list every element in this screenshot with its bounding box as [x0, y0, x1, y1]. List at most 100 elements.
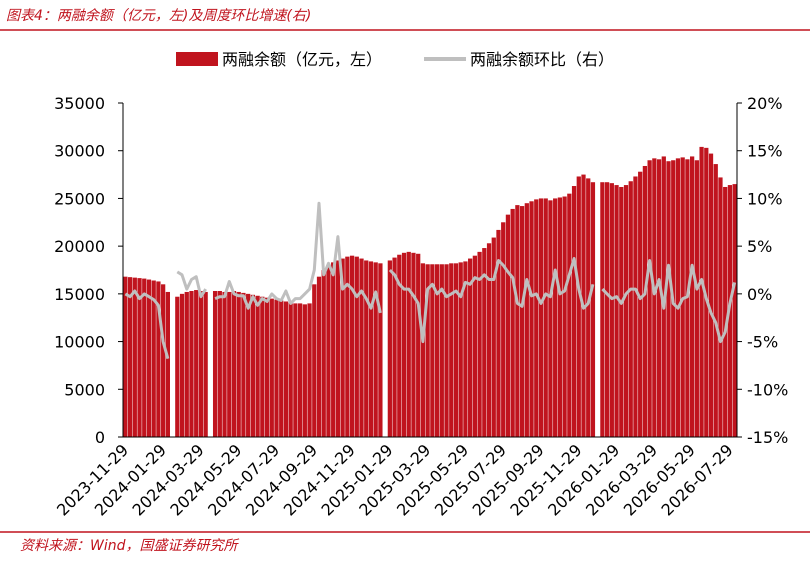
bar: [628, 181, 633, 437]
bar: [505, 214, 511, 437]
bar: [519, 206, 525, 437]
bar: [255, 295, 260, 437]
bar: [349, 255, 355, 437]
bar: [184, 291, 189, 437]
bar: [132, 277, 137, 437]
bar: [222, 291, 227, 437]
bar: [576, 176, 581, 438]
bar: [496, 229, 501, 437]
bar: [203, 291, 208, 437]
bar: [718, 177, 723, 438]
bar: [156, 281, 161, 437]
bar: [340, 258, 345, 437]
bar: [161, 284, 166, 437]
bar: [335, 260, 341, 437]
y2-tick-label: -5%: [747, 333, 778, 352]
bar: [269, 298, 274, 437]
bar: [241, 292, 246, 437]
bar: [279, 300, 284, 437]
bar: [567, 193, 572, 437]
bar: [236, 291, 241, 437]
y-tick-label: 5000: [64, 380, 105, 399]
y-tick-label: 25000: [54, 189, 105, 208]
bar: [231, 290, 237, 437]
y2-tick-label: 20%: [747, 94, 783, 113]
bar: [515, 205, 520, 437]
bar: [586, 178, 591, 438]
bar: [600, 182, 605, 437]
y2-tick-label: 10%: [747, 189, 783, 208]
bar: [472, 255, 477, 437]
bar: [557, 197, 563, 437]
bar: [364, 260, 369, 437]
bar: [250, 294, 256, 437]
y-tick-label: 30000: [54, 142, 105, 161]
bar: [468, 258, 473, 437]
bar: [212, 290, 218, 437]
bar: [458, 262, 463, 437]
bar: [453, 263, 459, 437]
bar: [732, 184, 737, 437]
bar: [217, 290, 222, 437]
bar: [378, 263, 383, 437]
bar: [444, 264, 449, 437]
y-tick-label: 0: [95, 428, 105, 447]
y2-tick-label: 15%: [747, 142, 783, 161]
bar: [562, 196, 567, 437]
bar: [359, 258, 364, 437]
bar: [439, 264, 444, 437]
bar: [307, 303, 312, 437]
bar: [326, 265, 331, 437]
bar: [477, 251, 482, 437]
bar: [510, 208, 515, 437]
y-tick-label: 15000: [54, 285, 105, 304]
bar: [656, 159, 662, 437]
bar: [614, 185, 619, 437]
bar: [146, 279, 152, 437]
bar: [571, 186, 577, 437]
bar: [534, 199, 539, 437]
bar: [165, 291, 170, 437]
bar: [321, 270, 326, 437]
bar: [264, 297, 270, 437]
bar: [723, 186, 728, 437]
bar: [123, 276, 128, 437]
y-tick-label: 20000: [54, 237, 105, 256]
bar: [411, 252, 416, 437]
bar: [387, 260, 392, 437]
bar: [302, 304, 307, 437]
bar: [354, 256, 359, 437]
bar: [368, 261, 374, 437]
bar: [553, 198, 558, 437]
bar: [666, 161, 671, 437]
bar: [175, 296, 180, 437]
bar: [331, 262, 336, 437]
bar: [619, 186, 624, 437]
y2-tick-label: 0%: [747, 285, 772, 304]
line: [124, 201, 737, 360]
bar: [274, 299, 279, 437]
bar: [713, 164, 718, 437]
bar: [590, 182, 596, 437]
chart-title: 图表4：两融余额（亿元，左)及周度环比增速(右): [6, 8, 311, 24]
bar: [392, 257, 397, 437]
bar: [501, 222, 506, 437]
y-tick-label: 35000: [54, 94, 105, 113]
bar: [137, 278, 142, 437]
bar: [538, 198, 544, 437]
bar: [449, 263, 454, 437]
bar: [543, 198, 548, 437]
bar: [345, 256, 350, 437]
bar: [127, 277, 133, 437]
bar: [288, 302, 293, 437]
bar: [297, 303, 303, 437]
bar: [623, 185, 629, 437]
bar: [708, 153, 714, 437]
legend-label: 两融余额环比（右）: [470, 50, 614, 69]
bar: [283, 301, 289, 437]
bar: [260, 296, 265, 437]
bar: [293, 303, 298, 437]
bar: [486, 243, 492, 437]
bar: [491, 237, 496, 437]
